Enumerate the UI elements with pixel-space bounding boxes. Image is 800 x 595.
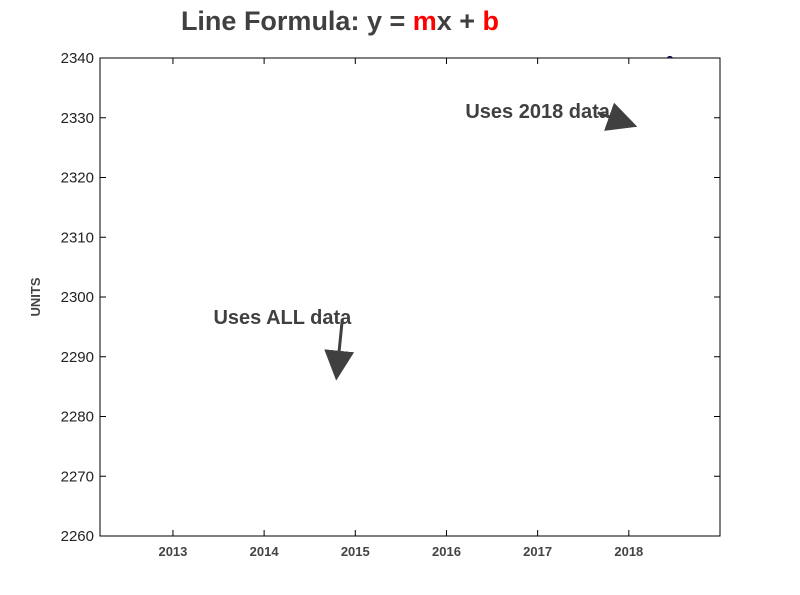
y-tick-label: 2300 [61, 289, 94, 306]
title-m: m [412, 6, 437, 36]
y-tick-label: 2280 [61, 409, 94, 426]
annotation-arrow [597, 102, 638, 131]
x-tick-label: 2017 [523, 544, 552, 559]
plot-frame [99, 57, 721, 537]
y-axis-label: UNITS [28, 277, 43, 316]
chart-title: Line Formula: y = mx + b [0, 6, 680, 37]
annotation-arrow [324, 318, 355, 381]
title-b: b [482, 6, 500, 36]
annotation-label: Uses 2018 data [465, 101, 610, 123]
x-tick-label: 2016 [432, 544, 461, 559]
title-mid: x + [436, 6, 483, 36]
x-tick-label: 2014 [250, 544, 280, 559]
axes: 2260 2270 2280 2290 2300 2310 2320 2330 2340 2013… [28, 50, 721, 559]
x-tick-label: 2018 [614, 544, 643, 559]
annotations: Uses 2018 data Uses ALL data [213, 101, 638, 381]
annotation-label: Uses ALL data [213, 307, 352, 329]
y-tick-label: 2330 [61, 110, 94, 127]
y-tick-label: 2290 [61, 349, 94, 366]
y-tick-label: 2340 [61, 50, 94, 67]
y-tick-label: 2320 [61, 170, 94, 187]
y-tick-label: 2310 [61, 229, 94, 246]
title-prefix: Line Formula: y = [180, 6, 413, 36]
y-tick-label: 2260 [61, 528, 94, 545]
x-tick-label: 2015 [341, 544, 370, 559]
y-tick-label: 2270 [61, 468, 94, 485]
x-tick-label: 2013 [158, 544, 187, 559]
